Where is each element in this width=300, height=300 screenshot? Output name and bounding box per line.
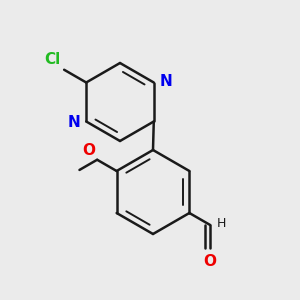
Text: H: H [217,217,226,230]
Text: O: O [204,254,217,269]
Text: N: N [160,74,172,89]
Text: O: O [82,143,95,158]
Text: N: N [68,115,80,130]
Text: Cl: Cl [44,52,61,67]
